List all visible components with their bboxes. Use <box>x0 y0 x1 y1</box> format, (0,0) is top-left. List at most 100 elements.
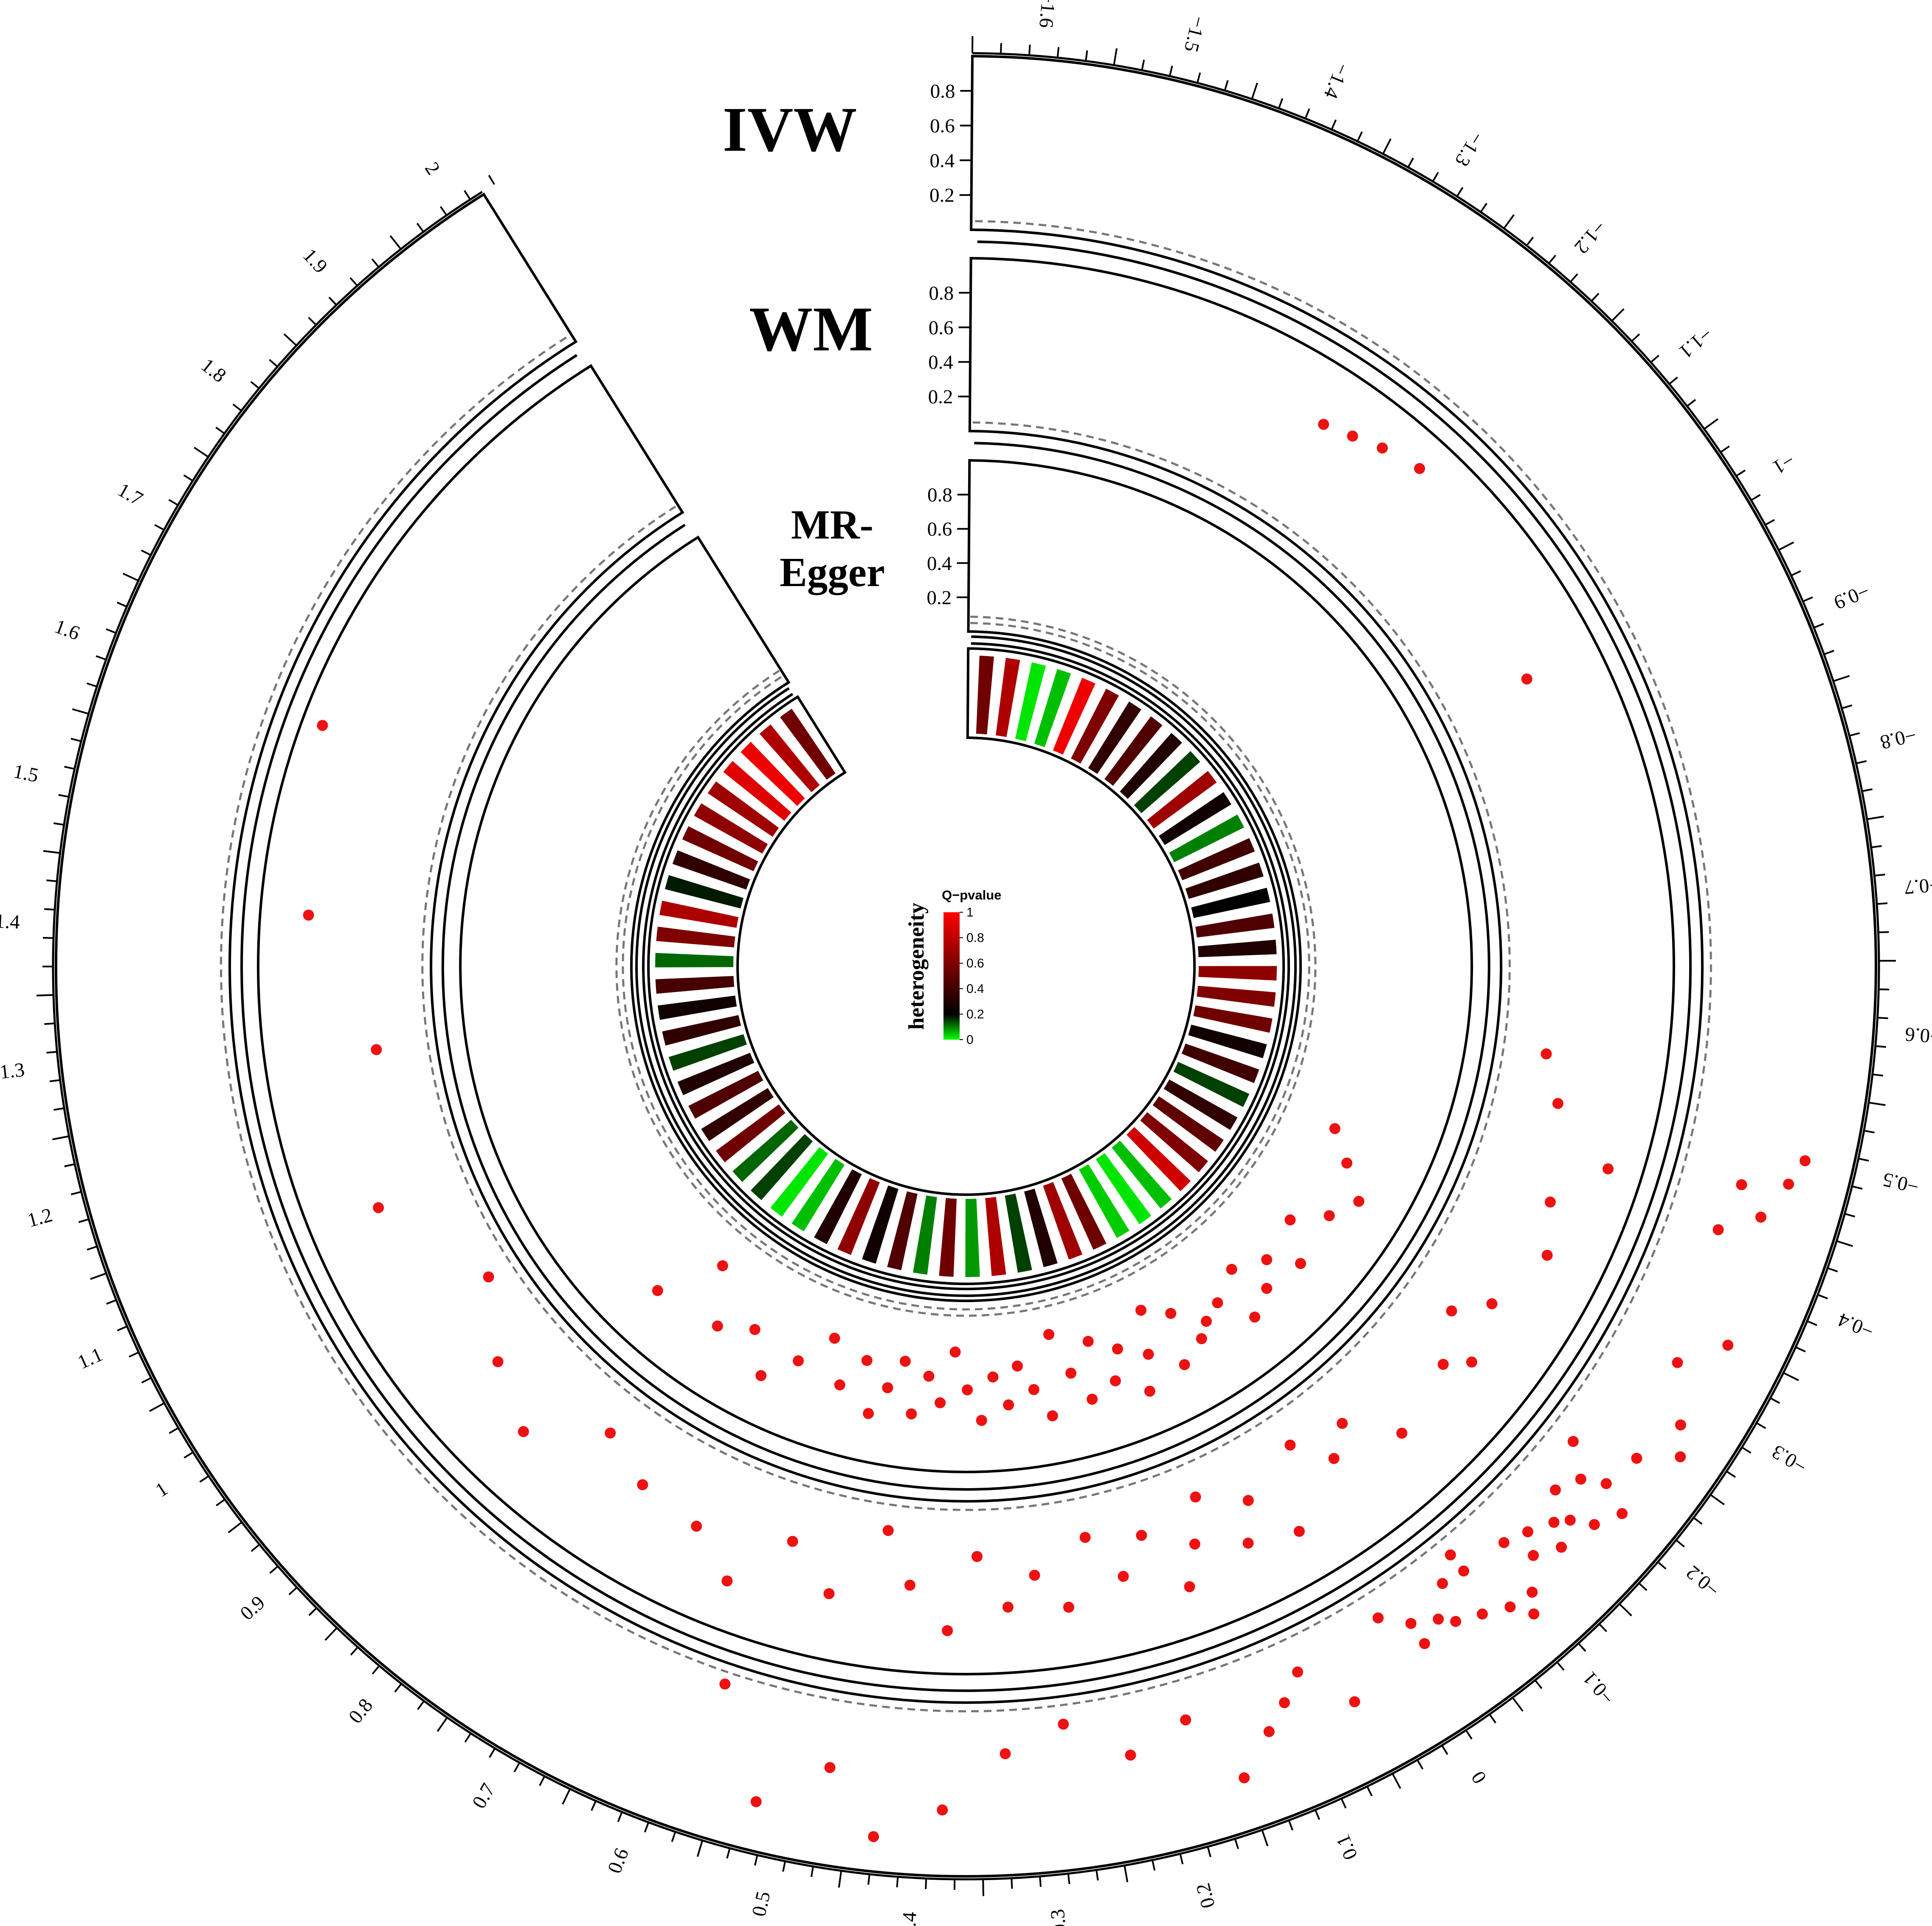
data-point <box>1349 1696 1360 1707</box>
outer-tick-label: −0.6 <box>1904 1023 1932 1048</box>
data-point <box>755 1370 767 1381</box>
outer-minor-tick <box>1512 1697 1524 1712</box>
outer-minor-tick <box>372 1665 380 1675</box>
heatmap-bar <box>1195 914 1275 938</box>
data-point <box>1800 1155 1811 1167</box>
track-y-tick-label: 0.6 <box>927 518 952 540</box>
heatmap-bar <box>770 1147 828 1217</box>
track-border <box>459 459 1473 1473</box>
heatmap-bar <box>732 1120 799 1182</box>
data-point <box>492 1356 504 1368</box>
outer-minor-tick <box>1750 494 1761 501</box>
track-border <box>55 55 1877 1878</box>
heatmap-bar <box>1140 1112 1208 1173</box>
outer-minor-tick <box>539 1776 546 1786</box>
outer-minor-tick <box>513 1762 521 1773</box>
outer-minor-tick <box>183 1451 194 1459</box>
outer-tick-label: −1 <box>1769 448 1798 478</box>
outer-minor-tick <box>439 206 448 216</box>
data-point <box>1433 1613 1444 1625</box>
data-point <box>1043 1329 1054 1340</box>
outer-minor-tick <box>1871 845 1882 849</box>
outer-tick-label: −1.2 <box>1570 216 1610 258</box>
outer-minor-tick <box>1791 570 1801 577</box>
data-point <box>1328 1453 1340 1464</box>
outer-minor-tick <box>1261 1830 1269 1847</box>
outer-minor-tick <box>1598 1623 1608 1633</box>
data-point <box>1292 1666 1303 1678</box>
outer-minor-tick <box>106 628 117 634</box>
data-point <box>1263 1726 1275 1737</box>
data-point <box>1477 1608 1488 1620</box>
data-point <box>1458 1565 1470 1577</box>
heatmap-bar <box>750 1134 813 1200</box>
data-point <box>1212 1297 1223 1308</box>
data-point <box>1144 1385 1155 1397</box>
data-point <box>483 1271 494 1283</box>
outer-minor-tick <box>1577 1643 1586 1652</box>
outer-minor-tick <box>194 446 209 458</box>
heatmap-bar <box>655 976 735 994</box>
outer-minor-tick <box>1534 1679 1543 1689</box>
heatmap-bar <box>985 1197 1006 1276</box>
outer-minor-tick <box>349 277 358 287</box>
heterogeneity-heatmap: heterogeneity <box>615 615 1317 1317</box>
track-y-tick-label: 0.6 <box>930 115 955 137</box>
outer-minor-tick <box>46 879 57 883</box>
track-y-tick-label: 0.8 <box>930 80 955 102</box>
outer-minor-tick <box>1726 1470 1736 1478</box>
outer-minor-tick <box>1631 333 1640 342</box>
outer-minor-tick <box>1278 98 1284 109</box>
data-point <box>962 1384 973 1396</box>
outer-minor-tick <box>1251 82 1258 99</box>
outer-minor-tick <box>1432 172 1439 182</box>
heatmap-bar <box>701 1088 774 1141</box>
heterogeneity-label: heterogeneity <box>904 902 929 1029</box>
outer-minor-tick <box>232 403 242 412</box>
outer-minor-tick <box>1858 1157 1869 1162</box>
legend-tick-label: 0.2 <box>966 1007 984 1021</box>
outer-minor-tick <box>122 572 139 582</box>
outer-minor-tick <box>591 1800 597 1811</box>
outer-tick-label: 1.2 <box>25 1204 55 1232</box>
heatmap-bar <box>1198 966 1277 981</box>
data-point <box>1504 1601 1516 1613</box>
data-point <box>1293 1526 1305 1537</box>
data-point <box>1783 1179 1794 1190</box>
outer-minor-tick <box>1856 760 1867 764</box>
outer-minor-tick <box>1480 203 1487 213</box>
heatmap-bar <box>1053 678 1096 755</box>
outer-minor-tick <box>251 1544 260 1552</box>
outer-minor-tick <box>1868 1102 1886 1106</box>
track-y-tick-label: 0.8 <box>929 282 954 304</box>
heatmap-bar <box>1120 733 1182 799</box>
outer-minor-tick <box>269 1565 279 1574</box>
outer-tick-label: 1.8 <box>197 354 230 387</box>
track-y-tick-label: 0.4 <box>928 351 953 373</box>
heatmap-bar <box>723 761 791 821</box>
data-point <box>899 1356 911 1367</box>
heatmap-bar <box>656 926 735 947</box>
outer-minor-tick <box>1756 1422 1766 1429</box>
data-point <box>1564 1514 1576 1526</box>
outer-minor-tick <box>49 1079 61 1083</box>
heatmap-bar <box>688 1071 763 1119</box>
outer-minor-tick <box>1067 1873 1070 1884</box>
heatmap-bar <box>1096 1153 1152 1224</box>
outer-minor-tick <box>1489 1714 1496 1723</box>
heatmap-bar <box>1079 1164 1129 1238</box>
outer-tick-label: 1 <box>152 1478 172 1501</box>
outer-tick-label: 0.3 <box>1046 1908 1070 1926</box>
data-point <box>1602 1163 1614 1175</box>
data-point <box>1600 1478 1612 1489</box>
outer-minor-tick <box>1085 50 1088 61</box>
outer-minor-tick <box>1331 119 1337 130</box>
outer-minor-tick <box>644 1822 650 1833</box>
outer-minor-tick <box>106 1299 117 1305</box>
data-point <box>717 1260 728 1272</box>
outer-minor-tick <box>141 1377 152 1384</box>
heatmap-bar <box>996 658 1020 737</box>
outer-minor-tick <box>1704 418 1718 430</box>
outer-tick-label: −0.7 <box>1903 873 1932 898</box>
